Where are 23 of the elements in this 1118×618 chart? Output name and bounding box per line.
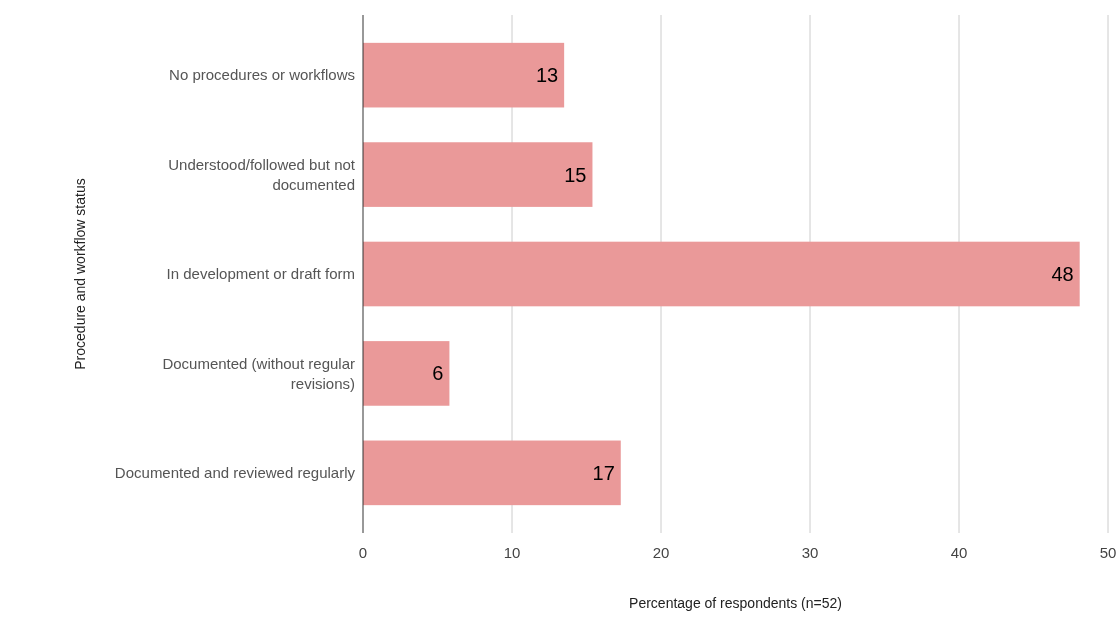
data-label: 48 (1051, 263, 1074, 285)
y-tick-label: Understood/followed but not documented (168, 155, 356, 193)
x-tick-label: 40 (950, 544, 968, 561)
x-tick-label: 20 (652, 544, 670, 561)
x-tick-label: 30 (801, 544, 819, 561)
y-tick-label: Documented (without regular revisions) (162, 354, 355, 392)
bar (363, 42, 565, 108)
y-axis-title: Procedure and workflow status (71, 178, 88, 370)
x-axis-title: Percentage of respondents (n=52) (629, 595, 842, 611)
bar (363, 142, 593, 207)
bar (363, 341, 450, 406)
y-tick-label: In development or draft form (166, 265, 355, 283)
data-label: 17 (592, 461, 615, 484)
data-label: 6 (432, 362, 444, 385)
y-tick-label: No procedures or workflows (169, 66, 355, 84)
data-label: 13 (535, 64, 559, 87)
y-tick-label: Documented and reviewed regularly (114, 464, 356, 482)
x-tick-label: 50 (1099, 544, 1117, 561)
x-tick-label: 0 (358, 544, 368, 561)
bar (363, 241, 1080, 307)
bar (363, 440, 621, 506)
x-tick-label: 10 (503, 544, 521, 561)
data-label: 15 (564, 163, 587, 186)
